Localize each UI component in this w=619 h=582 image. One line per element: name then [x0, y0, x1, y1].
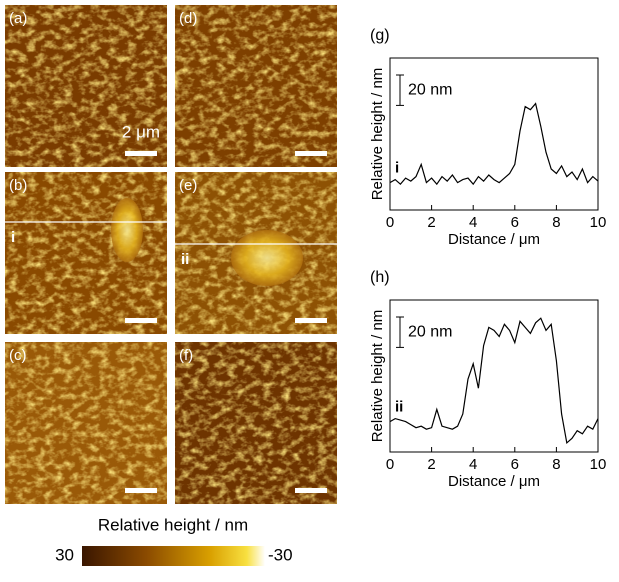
trace-label: i [395, 160, 399, 177]
panel-label: (e) [179, 177, 197, 194]
panel-label: (g) [370, 27, 390, 44]
colorbar-max: -30 [268, 545, 293, 564]
scale-bar [125, 318, 157, 323]
scale-bar [125, 488, 157, 493]
afm-texture [5, 172, 167, 334]
x-axis-label: Distance / μm [448, 231, 540, 248]
scale-bar [295, 488, 327, 493]
trace-label: ii [395, 399, 403, 416]
scale-bar [295, 318, 327, 323]
panel-label: (h) [370, 269, 390, 286]
afm-images: (a) 2 μm (b) i (c) (d) (e) ii (f) [5, 5, 337, 504]
particle [111, 198, 143, 262]
x-tick-label: 0 [386, 214, 394, 231]
scale-bar-label: 20 nm [408, 81, 452, 98]
panel-label: (a) [9, 10, 27, 27]
profile-trace [389, 317, 599, 445]
x-tick-label: 2 [427, 456, 435, 473]
colorbar-min: 30 [55, 545, 74, 564]
x-tick-label: 0 [386, 456, 394, 473]
y-axis-label: Relative height / nm [369, 68, 386, 201]
line-label: i [11, 229, 15, 246]
x-tick-label: 6 [511, 456, 519, 473]
plot-frame [389, 57, 599, 211]
x-tick-label: 8 [552, 456, 560, 473]
scale-bar-label: 20 nm [408, 323, 452, 340]
colorbar-title: Relative height / nm [98, 515, 248, 534]
plot-frame [389, 299, 599, 453]
x-tick-label: 4 [469, 456, 477, 473]
line-label: ii [181, 251, 189, 268]
afm-texture [5, 342, 167, 504]
panel-label: (c) [9, 347, 27, 364]
x-tick-label: 8 [552, 214, 560, 231]
afm-texture [175, 342, 337, 504]
x-tick-label: 2 [427, 214, 435, 231]
x-tick-label: 6 [511, 214, 519, 231]
x-tick-label: 10 [590, 214, 607, 231]
panel-label: (f) [179, 347, 193, 364]
scale-bar-label: 2 μm [122, 122, 160, 141]
x-tick-label: 10 [590, 456, 607, 473]
x-axis-label: Distance / μm [448, 473, 540, 490]
particle [231, 230, 303, 286]
x-tick-label: 4 [469, 214, 477, 231]
y-axis-label: Relative height / nm [369, 310, 386, 443]
scale-bar [295, 151, 327, 156]
panel-label: (d) [179, 10, 197, 27]
scale-bar [125, 151, 157, 156]
colorbar [82, 546, 265, 566]
panel-label: (b) [9, 177, 27, 194]
afm-texture [5, 5, 167, 167]
afm-texture [175, 5, 337, 167]
profile-trace [389, 102, 599, 186]
